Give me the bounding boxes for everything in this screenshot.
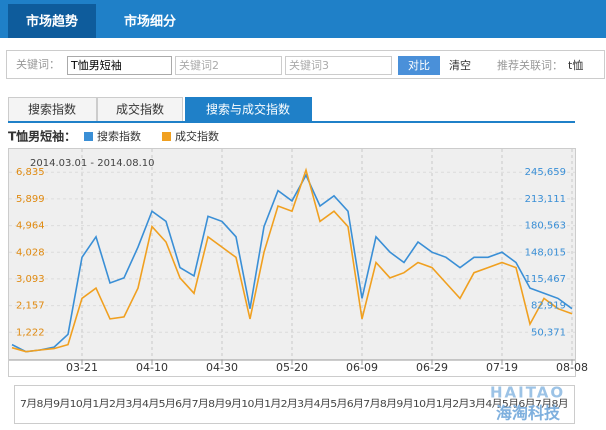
top-bar — [0, 0, 606, 38]
compare-button[interactable] — [398, 56, 440, 75]
y2-tick-label: 180,563 — [525, 221, 566, 232]
x-tick-label: 06-09 — [346, 361, 378, 374]
date-range: 2014.03.01 - 2014.08.10 — [30, 158, 154, 169]
clear-link[interactable]: 清空 — [449, 58, 471, 72]
x-tick-label: 03-21 — [66, 361, 98, 374]
y2-tick-label: 213,111 — [525, 194, 566, 205]
x-tick-label: 07-19 — [486, 361, 518, 374]
input-placeholder: 关键词3 — [289, 58, 329, 72]
button-text[interactable]: 对比 — [408, 58, 430, 72]
y-tick-label: 2,157 — [16, 301, 45, 312]
subtab-text[interactable]: 成交指数 — [116, 102, 164, 117]
tab[interactable]: 市场细分 — [124, 14, 176, 30]
input-text: T恤男短袖 — [70, 58, 122, 72]
input[interactable] — [285, 56, 392, 75]
chart-title: T恤男短袖： — [8, 129, 76, 144]
navigator-labels: 7月8月9月10月1月2月3月4月5月6月7月8月9月10月1月2月3月4月5月… — [20, 398, 568, 410]
y2-tick-label: 245,659 — [525, 167, 566, 178]
related-label: 推荐关联词： — [497, 58, 563, 72]
subtab[interactable] — [8, 97, 97, 122]
input[interactable] — [175, 56, 282, 75]
input-placeholder: 关键词2 — [179, 58, 219, 72]
x-tick-label: 04-10 — [136, 361, 168, 374]
input[interactable] — [67, 56, 172, 75]
y2-tick-label: 148,015 — [525, 247, 566, 258]
legend-swatch — [84, 132, 93, 141]
subtab-text[interactable]: 搜索与成交指数 — [206, 102, 290, 117]
watermark: HAITAO — [490, 384, 565, 402]
subtab[interactable] — [97, 97, 183, 122]
y2-tick-label: 115,467 — [525, 274, 566, 285]
x-tick-label: 06-29 — [416, 361, 448, 374]
tab[interactable]: 市场趋势 — [26, 14, 78, 30]
y-tick-label: 4,964 — [16, 221, 45, 232]
series-line — [11, 173, 573, 353]
keyword-label: 关键词： — [16, 57, 60, 71]
y-tick-label: 5,899 — [16, 194, 45, 205]
series-line — [11, 167, 573, 353]
subtab-text[interactable]: 搜索指数 — [28, 102, 76, 117]
related-link[interactable]: t恤 — [568, 59, 583, 72]
y2-tick-label: 50,371 — [531, 327, 566, 338]
x-tick-label: 04-30 — [206, 361, 238, 374]
x-tick-label: 08-08 — [556, 361, 588, 374]
y-tick-label: 4,028 — [16, 247, 45, 258]
legend-swatch — [162, 132, 171, 141]
x-tick-label: 05-20 — [276, 361, 308, 374]
legend-label: 搜索指数 — [97, 129, 141, 143]
tab-active[interactable] — [8, 4, 96, 38]
y2-tick-label: 82,919 — [531, 301, 566, 312]
legend-label: 成交指数 — [175, 129, 219, 143]
y-tick-label: 1,222 — [16, 327, 45, 338]
subtab-active[interactable] — [185, 97, 312, 122]
navigator[interactable] — [14, 385, 575, 424]
watermark-cn: 海淘科技 — [496, 404, 561, 423]
y-tick-label: 6,835 — [16, 167, 45, 178]
y-tick-label: 3,093 — [16, 274, 45, 285]
